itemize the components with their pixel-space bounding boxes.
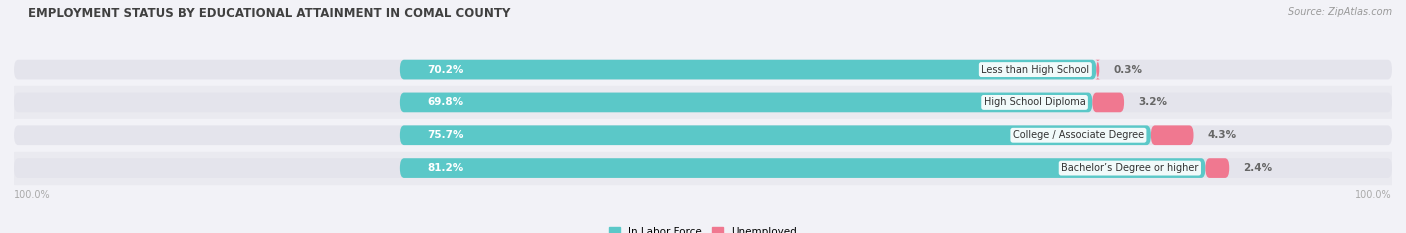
Text: High School Diploma: High School Diploma	[984, 97, 1085, 107]
Text: 75.7%: 75.7%	[427, 130, 464, 140]
Text: EMPLOYMENT STATUS BY EDUCATIONAL ATTAINMENT IN COMAL COUNTY: EMPLOYMENT STATUS BY EDUCATIONAL ATTAINM…	[28, 7, 510, 20]
Text: 100.0%: 100.0%	[1355, 190, 1392, 200]
FancyBboxPatch shape	[1205, 158, 1229, 178]
Text: 70.2%: 70.2%	[427, 65, 464, 75]
FancyBboxPatch shape	[14, 125, 1392, 145]
FancyBboxPatch shape	[399, 93, 1092, 112]
Text: 2.4%: 2.4%	[1243, 163, 1272, 173]
Bar	[14, 152, 1392, 185]
Bar	[14, 119, 1392, 152]
FancyBboxPatch shape	[1152, 125, 1194, 145]
FancyBboxPatch shape	[1092, 93, 1123, 112]
Text: Bachelor’s Degree or higher: Bachelor’s Degree or higher	[1062, 163, 1198, 173]
Text: College / Associate Degree: College / Associate Degree	[1012, 130, 1144, 140]
FancyBboxPatch shape	[399, 60, 1097, 79]
Text: 81.2%: 81.2%	[427, 163, 464, 173]
FancyBboxPatch shape	[14, 158, 1392, 178]
Text: 3.2%: 3.2%	[1137, 97, 1167, 107]
Text: 100.0%: 100.0%	[14, 190, 51, 200]
Text: 0.3%: 0.3%	[1114, 65, 1142, 75]
FancyBboxPatch shape	[399, 158, 1205, 178]
Text: 4.3%: 4.3%	[1208, 130, 1236, 140]
Bar	[14, 86, 1392, 119]
Text: 69.8%: 69.8%	[427, 97, 464, 107]
Text: Source: ZipAtlas.com: Source: ZipAtlas.com	[1288, 7, 1392, 17]
FancyBboxPatch shape	[14, 93, 1392, 112]
Text: Less than High School: Less than High School	[981, 65, 1090, 75]
FancyBboxPatch shape	[399, 125, 1152, 145]
Bar	[14, 53, 1392, 86]
FancyBboxPatch shape	[14, 60, 1392, 79]
FancyBboxPatch shape	[1095, 60, 1101, 79]
Legend: In Labor Force, Unemployed: In Labor Force, Unemployed	[605, 223, 801, 233]
